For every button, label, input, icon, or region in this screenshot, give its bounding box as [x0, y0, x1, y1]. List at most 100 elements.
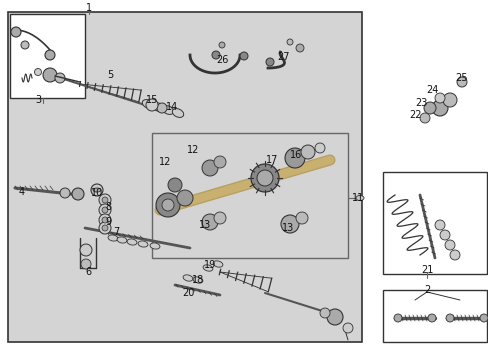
- Ellipse shape: [108, 235, 118, 241]
- Circle shape: [427, 314, 435, 322]
- Text: 3: 3: [35, 95, 41, 105]
- Ellipse shape: [183, 275, 192, 281]
- Circle shape: [419, 113, 429, 123]
- Circle shape: [21, 41, 29, 49]
- Circle shape: [168, 178, 182, 192]
- Text: 1: 1: [86, 3, 92, 13]
- Ellipse shape: [117, 237, 127, 243]
- Circle shape: [177, 190, 193, 206]
- Text: 20: 20: [182, 288, 194, 298]
- Ellipse shape: [150, 243, 160, 249]
- Circle shape: [314, 143, 325, 153]
- Circle shape: [445, 314, 453, 322]
- Circle shape: [102, 207, 108, 213]
- Circle shape: [80, 244, 92, 256]
- Circle shape: [295, 44, 304, 52]
- Text: 5: 5: [107, 70, 113, 80]
- Text: 10: 10: [91, 188, 103, 198]
- Circle shape: [444, 240, 454, 250]
- Text: 23: 23: [414, 98, 427, 108]
- Ellipse shape: [127, 239, 137, 245]
- Circle shape: [214, 212, 225, 224]
- Circle shape: [342, 323, 352, 333]
- Text: 7: 7: [113, 227, 119, 237]
- Circle shape: [212, 51, 220, 59]
- Circle shape: [439, 230, 449, 240]
- Circle shape: [102, 225, 108, 231]
- Bar: [10, 14, 85, 98]
- Circle shape: [99, 204, 111, 216]
- Ellipse shape: [152, 103, 163, 112]
- Circle shape: [240, 52, 247, 60]
- Text: 19: 19: [203, 260, 216, 270]
- Circle shape: [434, 220, 444, 230]
- Circle shape: [35, 68, 41, 76]
- Ellipse shape: [213, 261, 223, 267]
- Ellipse shape: [142, 100, 153, 108]
- Circle shape: [156, 193, 180, 217]
- Bar: [382, 290, 486, 342]
- Ellipse shape: [138, 241, 148, 247]
- Circle shape: [301, 145, 314, 159]
- Ellipse shape: [162, 105, 173, 114]
- Ellipse shape: [193, 277, 203, 283]
- Circle shape: [202, 214, 218, 230]
- Text: 25: 25: [454, 73, 467, 83]
- Circle shape: [146, 99, 158, 111]
- Circle shape: [55, 73, 65, 83]
- Circle shape: [431, 100, 447, 116]
- Text: 13: 13: [199, 220, 211, 230]
- Text: 27: 27: [277, 52, 290, 62]
- Text: 6: 6: [85, 267, 91, 277]
- Circle shape: [319, 308, 329, 318]
- Circle shape: [43, 68, 57, 82]
- Text: 14: 14: [165, 102, 178, 112]
- Bar: [8, 12, 361, 342]
- Circle shape: [102, 217, 108, 223]
- Circle shape: [479, 314, 487, 322]
- Circle shape: [157, 103, 167, 113]
- Circle shape: [91, 184, 103, 196]
- Circle shape: [295, 212, 307, 224]
- Circle shape: [81, 259, 91, 269]
- Circle shape: [456, 77, 466, 87]
- Circle shape: [393, 314, 401, 322]
- Circle shape: [285, 148, 305, 168]
- Circle shape: [434, 93, 444, 103]
- Circle shape: [219, 42, 224, 48]
- Text: 11: 11: [351, 193, 364, 203]
- Circle shape: [449, 250, 459, 260]
- Circle shape: [286, 39, 292, 45]
- Text: 8: 8: [105, 202, 111, 212]
- Circle shape: [45, 50, 55, 60]
- Text: 21: 21: [420, 265, 432, 275]
- Ellipse shape: [172, 109, 183, 117]
- Circle shape: [214, 156, 225, 168]
- Text: 18: 18: [191, 275, 203, 285]
- Ellipse shape: [203, 265, 212, 271]
- Circle shape: [11, 27, 21, 37]
- Circle shape: [162, 199, 174, 211]
- Circle shape: [99, 214, 111, 226]
- Circle shape: [326, 309, 342, 325]
- Text: 12: 12: [159, 157, 171, 167]
- Text: 16: 16: [289, 150, 302, 160]
- Ellipse shape: [93, 188, 101, 192]
- Circle shape: [257, 170, 272, 186]
- Circle shape: [72, 188, 84, 200]
- Text: 22: 22: [409, 110, 421, 120]
- Text: 17: 17: [265, 155, 278, 165]
- Text: 13: 13: [281, 223, 293, 233]
- Circle shape: [265, 58, 273, 66]
- Text: 24: 24: [425, 85, 437, 95]
- Circle shape: [102, 197, 108, 203]
- Ellipse shape: [355, 195, 363, 201]
- Text: 15: 15: [145, 95, 158, 105]
- Bar: [152, 133, 347, 258]
- Circle shape: [99, 194, 111, 206]
- Circle shape: [99, 222, 111, 234]
- Text: 9: 9: [105, 217, 111, 227]
- Circle shape: [281, 215, 298, 233]
- Text: 26: 26: [215, 55, 228, 65]
- Circle shape: [60, 188, 70, 198]
